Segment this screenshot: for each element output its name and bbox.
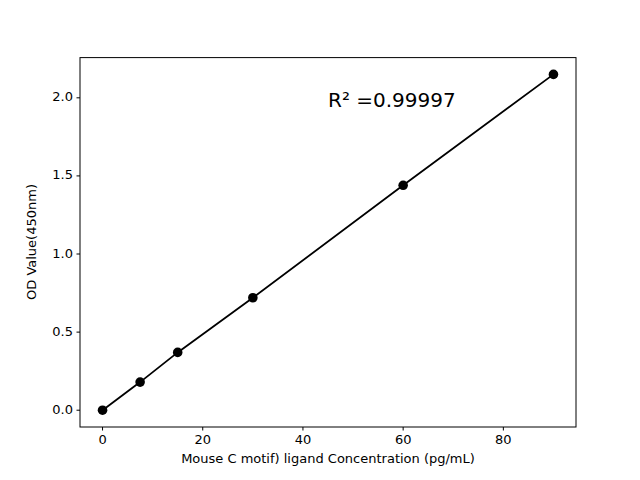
y-axis-tick-label: 2.0 <box>52 89 73 104</box>
x-axis-label: Mouse C motif) ligand Concentration (pg/… <box>181 451 475 466</box>
x-axis-tick-label: 80 <box>495 432 512 447</box>
y-axis-tick-label: 1.0 <box>52 246 73 261</box>
x-axis-tick-label: 60 <box>395 432 412 447</box>
y-axis-label: OD Value(450nm) <box>24 184 39 300</box>
data-point <box>173 348 183 358</box>
y-axis-tick-label: 0.0 <box>52 402 73 417</box>
data-point <box>549 70 559 80</box>
x-axis-tick-label: 0 <box>98 432 106 447</box>
x-axis-tick-label: 40 <box>295 432 312 447</box>
data-point <box>98 405 108 415</box>
chart-figure: 0 20 40 60 80 0.0 0.5 1.0 1.5 2.0 R² =0.99997 Mou… <box>0 0 640 480</box>
y-axis-tick-label: 1.5 <box>52 167 73 182</box>
data-point <box>398 180 408 190</box>
data-point <box>135 377 145 387</box>
standard-curve-line <box>103 74 554 410</box>
plot-area: 0 20 40 60 80 0.0 0.5 1.0 1.5 2.0 <box>52 58 576 447</box>
y-axis-tick-label: 0.5 <box>52 324 73 339</box>
r-squared-annotation: R² =0.99997 <box>328 88 456 112</box>
standard-curve-chart: 0 20 40 60 80 0.0 0.5 1.0 1.5 2.0 R² =0.99997 Mou… <box>0 0 640 480</box>
x-axis-tick-label: 20 <box>194 432 211 447</box>
data-point <box>248 293 258 303</box>
